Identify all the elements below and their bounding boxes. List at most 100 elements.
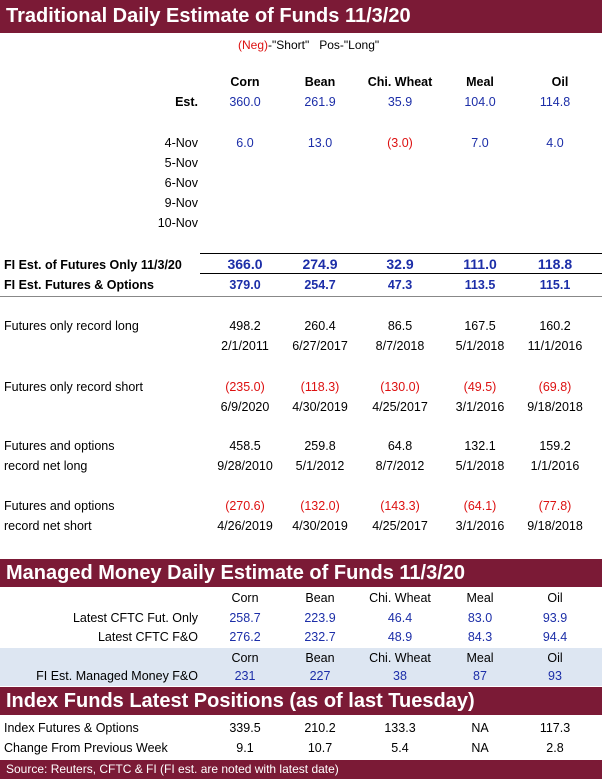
fi-futures-wheat: 32.9 bbox=[386, 256, 414, 272]
record-date: 4/26/2019 bbox=[217, 519, 273, 533]
record-date: 5/1/2018 bbox=[455, 459, 505, 473]
fi-mm-value: 87 bbox=[473, 669, 487, 683]
fi-fo-label: FI Est. Futures & Options bbox=[4, 278, 155, 292]
daily-date: 5-Nov bbox=[164, 156, 198, 170]
daily-date: 9-Nov bbox=[164, 196, 198, 210]
est-wheat: 35.9 bbox=[387, 95, 413, 109]
record-value: (270.6) bbox=[225, 499, 265, 513]
col-header-corn: Corn bbox=[230, 75, 260, 89]
record-value: (130.0) bbox=[380, 380, 420, 394]
daily-bean: 13.0 bbox=[307, 136, 333, 150]
fi-mm-value: 38 bbox=[393, 669, 407, 683]
fi-fo-bean: 254.7 bbox=[304, 278, 336, 292]
index-row-label: Index Futures & Options bbox=[4, 721, 139, 735]
section-title-index-funds: Index Funds Latest Positions (as of last… bbox=[0, 687, 602, 715]
record-date: 9/18/2018 bbox=[527, 519, 583, 533]
index-row-label: Change From Previous Week bbox=[4, 741, 168, 755]
record-value: 260.4 bbox=[304, 319, 336, 333]
section-title-managed-money: Managed Money Daily Estimate of Funds 11… bbox=[0, 559, 602, 587]
record-date: 9/28/2010 bbox=[217, 459, 273, 473]
col-header-oil: Oil bbox=[551, 75, 569, 89]
mm-value: 84.3 bbox=[467, 630, 493, 644]
mm-col-header: Oil bbox=[547, 591, 563, 605]
fi-futures-meal: 111.0 bbox=[463, 256, 497, 272]
fi-mm-value: 227 bbox=[309, 669, 331, 683]
record-value: 86.5 bbox=[387, 319, 413, 333]
record-date: 1/1/2016 bbox=[530, 459, 580, 473]
daily-corn: 6.0 bbox=[236, 136, 254, 150]
record-value: (77.8) bbox=[538, 499, 572, 513]
record-value: 458.5 bbox=[229, 439, 261, 453]
record-value: (235.0) bbox=[225, 380, 265, 394]
mm-value: 223.9 bbox=[304, 611, 336, 625]
mm-value: 258.7 bbox=[229, 611, 261, 625]
record-value: 160.2 bbox=[539, 319, 571, 333]
record-value: (143.3) bbox=[380, 499, 420, 513]
fi-managed-money-block bbox=[0, 648, 602, 686]
col-header-meal: Meal bbox=[466, 75, 494, 89]
legend: (Neg)-"Short" Pos-"Long" bbox=[238, 38, 379, 52]
record-value: 132.1 bbox=[464, 439, 496, 453]
record-date: 8/7/2018 bbox=[375, 339, 425, 353]
fi-mm-value: 231 bbox=[234, 669, 256, 683]
est-label: Est. bbox=[175, 95, 198, 109]
record-value: 498.2 bbox=[229, 319, 261, 333]
est-oil: 114.8 bbox=[539, 95, 571, 109]
daily-date: 10-Nov bbox=[157, 216, 198, 230]
daily-wheat: (3.0) bbox=[387, 136, 413, 150]
record-date: 3/1/2016 bbox=[455, 400, 505, 414]
daily-date: 6-Nov bbox=[164, 176, 198, 190]
record-label: Futures and options bbox=[4, 439, 115, 453]
daily-date: 4-Nov bbox=[164, 136, 198, 150]
fi-mm-col-header: Bean bbox=[305, 651, 335, 665]
fi-fo-oil: 115.1 bbox=[539, 278, 571, 292]
legend-neg: (Neg) bbox=[238, 38, 269, 52]
mm-value: 83.0 bbox=[467, 611, 493, 625]
mm-row-label: Latest CFTC Fut. Only bbox=[72, 611, 198, 625]
record-date: 2/1/2011 bbox=[221, 339, 269, 353]
fi-futures-label: FI Est. of Futures Only 11/3/20 bbox=[4, 258, 182, 272]
record-date: 11/1/2016 bbox=[527, 339, 583, 353]
index-value: 117.3 bbox=[539, 721, 571, 735]
record-label: Futures and options bbox=[4, 499, 115, 513]
mm-col-header: Bean bbox=[305, 591, 335, 605]
fi-fo-meal: 113.5 bbox=[464, 278, 496, 292]
index-value: NA bbox=[471, 741, 489, 755]
fi-futures-bean: 274.9 bbox=[302, 256, 338, 272]
index-value: 210.2 bbox=[304, 721, 336, 735]
mm-col-header: Meal bbox=[466, 591, 494, 605]
source-footer: Source: Reuters, CFTC & FI (FI est. are … bbox=[0, 760, 602, 779]
record-value: 64.8 bbox=[387, 439, 413, 453]
record-date: 5/1/2012 bbox=[295, 459, 345, 473]
record-date: 4/30/2019 bbox=[292, 519, 348, 533]
record-label-2: record net short bbox=[4, 519, 92, 533]
mm-value: 232.7 bbox=[304, 630, 336, 644]
record-value: 259.8 bbox=[304, 439, 336, 453]
record-date: 8/7/2012 bbox=[375, 459, 425, 473]
legend-pos: Pos-"Long" bbox=[319, 38, 380, 52]
fi-mm-col-header: Corn bbox=[231, 651, 259, 665]
mm-value: 93.9 bbox=[542, 611, 568, 625]
divider bbox=[200, 273, 602, 274]
index-value: 2.8 bbox=[546, 741, 564, 755]
col-header-bean: Bean bbox=[304, 75, 336, 89]
fi-mm-col-header: Chi. Wheat bbox=[369, 651, 431, 665]
record-value: (118.3) bbox=[300, 380, 340, 394]
section-title-traditional: Traditional Daily Estimate of Funds 11/3… bbox=[0, 0, 602, 33]
mm-value: 46.4 bbox=[387, 611, 413, 625]
mm-col-header: Chi. Wheat bbox=[369, 591, 431, 605]
legend-short: -"Short" bbox=[268, 38, 310, 52]
fi-futures-corn: 366.0 bbox=[227, 256, 263, 272]
index-value: 5.4 bbox=[391, 741, 409, 755]
index-value: 10.7 bbox=[307, 741, 333, 755]
fi-mm-value: 93 bbox=[548, 669, 562, 683]
record-value: 167.5 bbox=[464, 319, 496, 333]
index-value: 133.3 bbox=[384, 721, 416, 735]
record-date: 4/30/2019 bbox=[292, 400, 348, 414]
record-label-2: record net long bbox=[4, 459, 88, 473]
fi-fo-wheat: 47.3 bbox=[387, 278, 413, 292]
mm-row-label: Latest CFTC F&O bbox=[97, 630, 198, 644]
index-value: 9.1 bbox=[236, 741, 254, 755]
record-label: Futures only record long bbox=[4, 319, 139, 333]
fi-mm-col-header: Meal bbox=[466, 651, 494, 665]
